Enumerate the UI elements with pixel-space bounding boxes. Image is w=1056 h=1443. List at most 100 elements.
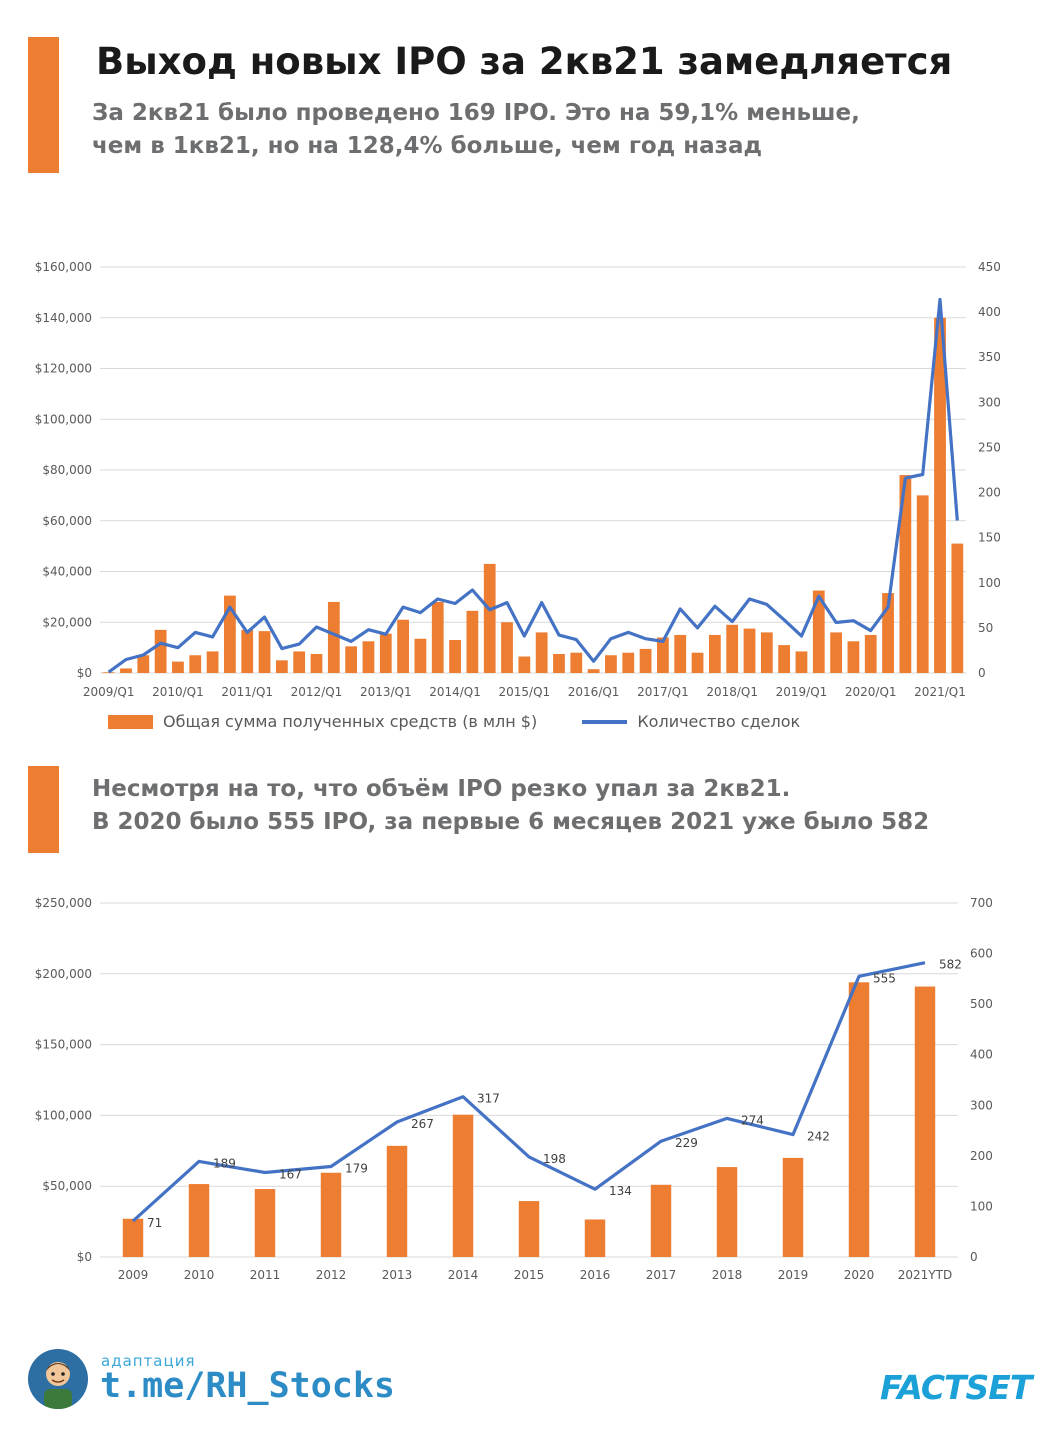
page-subtitle: За 2кв21 было проведено 169 IPO. Это на …: [92, 97, 860, 163]
factset-logo: FACTSET: [880, 1368, 1032, 1407]
x-tick-label: 2011: [250, 1268, 281, 1282]
bar: [449, 640, 461, 673]
data-label: 189: [213, 1156, 236, 1170]
section-subtitle-line-2: В 2020 было 555 IPO, за первые 6 месяцев…: [92, 809, 930, 835]
bar: [716, 1167, 738, 1257]
y-right-tick-label: 400: [978, 305, 1001, 319]
legend-line-label: Количество сделок: [637, 712, 801, 731]
bar: [743, 628, 756, 673]
bar: [254, 1189, 276, 1257]
y-right-tick-label: 150: [978, 531, 1001, 545]
x-tick-label: 2020/Q1: [845, 685, 897, 699]
bar: [812, 590, 825, 673]
x-tick-label: 2014: [448, 1268, 479, 1282]
bar: [760, 632, 773, 673]
x-tick-label: 2013/Q1: [360, 685, 412, 699]
bar: [379, 633, 392, 673]
bar: [345, 646, 358, 673]
x-tick-label: 2010: [184, 1268, 215, 1282]
bar: [778, 645, 791, 673]
footer-channel-link[interactable]: t.me/RH_Stocks: [100, 1366, 396, 1406]
x-tick-label: 2009/Q1: [83, 685, 135, 699]
data-label: 555: [873, 971, 896, 985]
bar: [189, 655, 202, 673]
bar: [882, 593, 894, 673]
y-left-tick-label: $250,000: [35, 896, 92, 910]
bar: [674, 634, 687, 673]
bar: [864, 634, 877, 673]
chart-legend: Общая сумма полученных средств (в млн $)…: [108, 711, 800, 731]
bar: [605, 655, 617, 673]
data-label: 167: [279, 1168, 302, 1182]
footer-adaptation-label: адаптация: [101, 1352, 196, 1370]
y-right-tick-label: 50: [978, 621, 993, 635]
x-tick-label: 2017/Q1: [637, 685, 689, 699]
bar: [452, 1114, 474, 1257]
bar: [188, 1184, 210, 1257]
title-accent-bar: [28, 37, 59, 173]
bar: [553, 653, 565, 673]
section-subtitle: Несмотря на то, что объём IPO резко упал…: [92, 773, 929, 839]
series-line: [107, 297, 959, 674]
bar: [650, 1184, 672, 1257]
x-tick-label: 2010/Q1: [152, 685, 204, 699]
bar: [691, 652, 704, 673]
subtitle-line-1: За 2кв21 было проведено 169 IPO. Это на …: [92, 100, 860, 126]
bar: [120, 668, 132, 673]
data-label: 267: [411, 1117, 434, 1131]
x-tick-label: 2018/Q1: [706, 685, 758, 699]
x-tick-label: 2021/Q1: [914, 685, 966, 699]
avatar-icon: [29, 1350, 87, 1409]
bar: [293, 651, 306, 673]
y-right-tick-label: 200: [970, 1149, 993, 1163]
y-right-tick-label: 600: [970, 947, 993, 961]
bar: [466, 610, 479, 673]
data-label: 71: [147, 1216, 162, 1230]
y-right-tick-label: 200: [978, 486, 1001, 500]
bar: [708, 634, 721, 673]
bar: [726, 624, 739, 673]
y-left-tick-label: $120,000: [35, 362, 92, 376]
y-left-tick-label: $50,000: [42, 1179, 92, 1193]
data-label: 229: [675, 1136, 698, 1150]
y-left-tick-label: $100,000: [35, 412, 92, 426]
bar: [102, 672, 115, 673]
bar: [639, 648, 652, 673]
bar: [154, 629, 167, 673]
x-tick-label: 2015/Q1: [499, 685, 551, 699]
legend-line-swatch: [582, 719, 628, 724]
bar: [397, 619, 409, 673]
y-right-tick-label: 250: [978, 440, 1001, 454]
quarterly-ipo-chart: $0 $20,000 $40,000 $60,000 $80,000 $100,000 $1…: [35, 260, 1001, 699]
legend-bar-label: Общая сумма полученных средств (в млн $): [163, 712, 538, 731]
x-tick-label: 2018: [712, 1268, 743, 1282]
bar: [584, 1219, 606, 1257]
annual-ipo-chart: $0 $50,000 $100,000 $150,000 $200,000 $250,00…: [35, 896, 993, 1282]
x-tick-label: 2016/Q1: [568, 685, 620, 699]
y-left-tick-label: $60,000: [42, 514, 92, 528]
y-left-tick-label: $0: [77, 666, 92, 680]
bar: [899, 475, 912, 673]
data-label: 179: [345, 1161, 368, 1175]
x-tick-label: 2014/Q1: [429, 685, 481, 699]
bar: [172, 661, 184, 673]
y-left-tick-label: $80,000: [42, 463, 92, 477]
y-left-tick-label: $20,000: [42, 615, 92, 629]
bar: [501, 622, 513, 673]
bar: [518, 1201, 540, 1257]
y-left-tick-label: $160,000: [35, 260, 92, 274]
x-tick-label: 2019: [778, 1268, 809, 1282]
bar: [916, 495, 929, 673]
bar: [657, 637, 669, 673]
bar: [914, 986, 936, 1257]
bar: [414, 638, 427, 673]
bar: [431, 601, 444, 673]
x-tick-label: 2016: [580, 1268, 611, 1282]
x-tick-label: 2020: [844, 1268, 875, 1282]
y-right-tick-label: 300: [970, 1098, 993, 1112]
y-right-tick-label: 350: [978, 350, 1001, 364]
data-label: 317: [477, 1092, 500, 1106]
bar: [386, 1145, 408, 1257]
section-accent-bar: [28, 766, 59, 853]
data-label: 582: [939, 958, 962, 972]
